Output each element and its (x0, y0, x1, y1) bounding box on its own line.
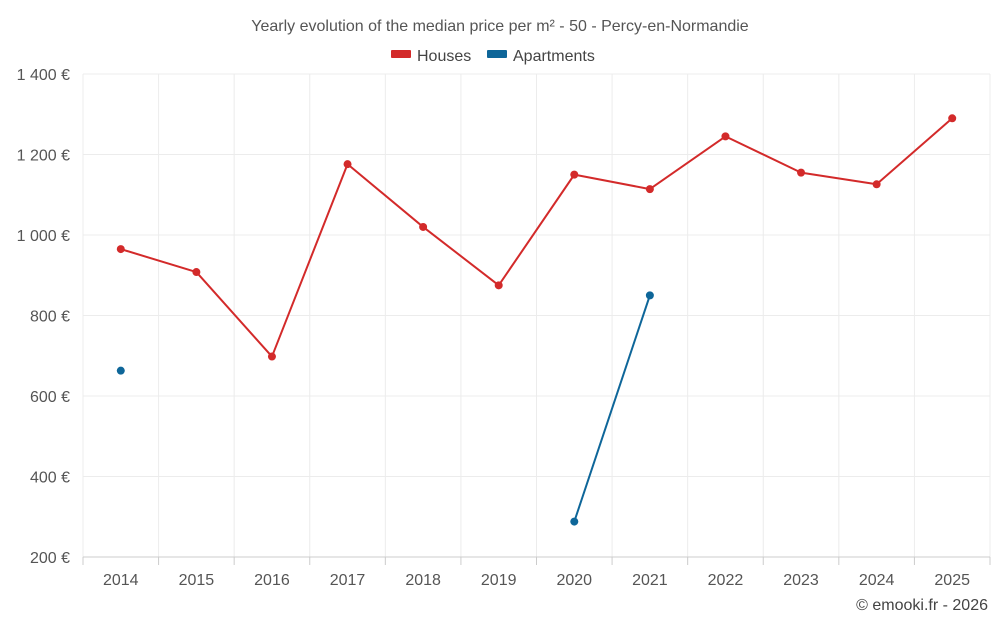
x-tick-label: 2023 (783, 572, 819, 589)
y-tick-label: 1 000 € (17, 228, 70, 245)
series-line (120, 117, 953, 358)
credit-text: © emooki.fr - 2026 (856, 597, 988, 614)
x-tick-label: 2019 (481, 572, 517, 589)
series-houses (116, 114, 957, 361)
x-tick-label: 2022 (708, 572, 744, 589)
chart-title: Yearly evolution of the median price per… (251, 18, 749, 35)
x-tick-label: 2018 (405, 572, 441, 589)
data-point[interactable] (494, 281, 503, 290)
y-tick-label: 600 € (30, 389, 70, 406)
y-tick-label: 1 400 € (17, 67, 70, 84)
x-tick-label: 2015 (179, 572, 215, 589)
legend-item-houses[interactable]: Houses (391, 48, 471, 65)
data-point[interactable] (645, 185, 654, 194)
series-apartments (116, 291, 654, 526)
data-point[interactable] (721, 132, 730, 141)
grid (82, 73, 991, 557)
data-point[interactable] (948, 114, 957, 123)
legend-label: Apartments (513, 48, 595, 65)
legend-swatch (391, 50, 411, 58)
x-tick-label: 2021 (632, 572, 668, 589)
x-tick-label: 2024 (859, 572, 895, 589)
x-tick-label: 2016 (254, 572, 290, 589)
data-point[interactable] (645, 291, 654, 300)
legend-label: Houses (417, 48, 471, 65)
data-point[interactable] (570, 517, 579, 526)
data-point[interactable] (116, 245, 125, 254)
y-tick-label: 200 € (30, 550, 70, 567)
y-tick-label: 400 € (30, 470, 70, 487)
y-tick-label: 1 200 € (17, 148, 70, 165)
data-point[interactable] (797, 168, 806, 177)
x-axis: 2014 2015 2016 2017 2018 2019 2020 2021 2022 2023… (82, 556, 991, 589)
legend-swatch (487, 50, 507, 58)
data-point[interactable] (343, 160, 352, 169)
data-point[interactable] (872, 180, 881, 189)
legend-item-apartments[interactable]: Apartments (487, 48, 595, 65)
y-tick-label: 800 € (30, 309, 70, 326)
x-tick-label: 2014 (103, 572, 139, 589)
data-point[interactable] (570, 170, 579, 179)
legend: Houses Apartments (391, 48, 595, 65)
series-line (573, 295, 651, 522)
x-tick-label: 2025 (934, 572, 970, 589)
x-tick-label: 2017 (330, 572, 366, 589)
data-point[interactable] (267, 352, 276, 361)
data-point[interactable] (116, 366, 125, 375)
y-axis: 200 € 400 € 600 € 800 € 1 000 € 1 200 € 1 400 … (17, 67, 70, 567)
data-point[interactable] (419, 222, 428, 231)
data-point[interactable] (192, 268, 201, 277)
series-layer (116, 114, 957, 526)
x-tick-label: 2020 (556, 572, 592, 589)
